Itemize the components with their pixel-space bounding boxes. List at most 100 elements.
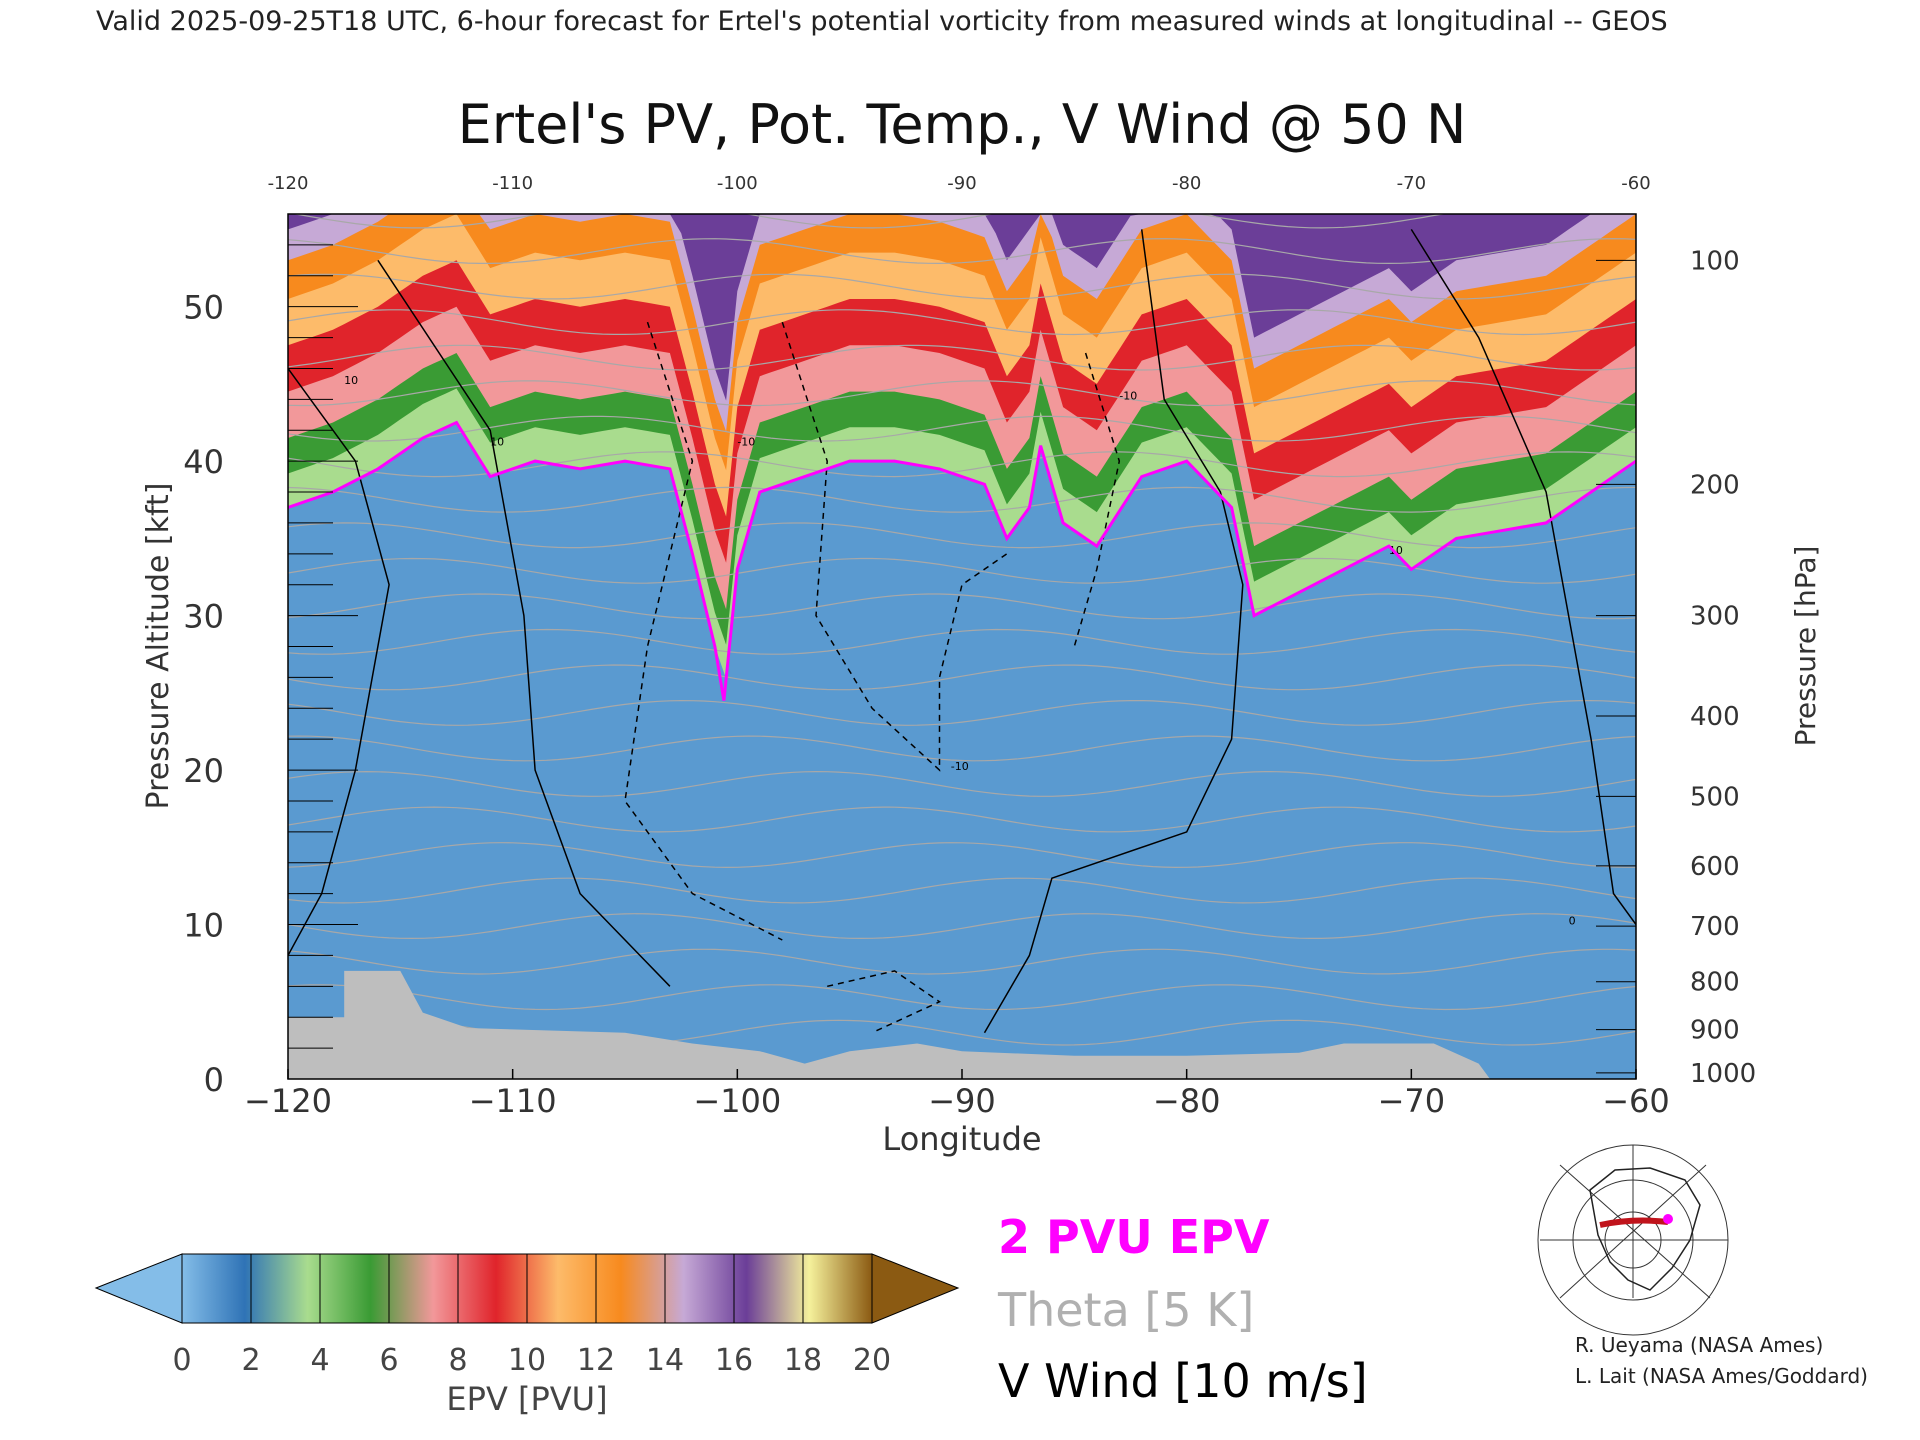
theta-contour	[288, 309, 1636, 336]
vwind-contour-label: 10	[344, 374, 358, 387]
plot-area: 10 10 -10 -10 -10 10 0	[288, 214, 1636, 1079]
colorbar-tick-label: 20	[853, 1343, 891, 1378]
vwind-contour-positive	[288, 368, 390, 956]
vwind-contour-label: -10	[737, 436, 755, 449]
vwind-contour-negative	[1073, 352, 1121, 647]
y-tick-label: 10	[183, 907, 224, 945]
x-axis-top: -120 -110 -100 -90 -80 -70 -60	[268, 173, 1651, 194]
y-tick-label: 30	[183, 598, 224, 636]
chart-title: Ertel's PV, Pot. Temp., V Wind @ 50 N	[458, 93, 1467, 156]
theta-contour	[288, 664, 1636, 691]
vwind-contour-label: 10	[1389, 544, 1403, 557]
x-top-tick-label: -120	[268, 173, 309, 194]
theta-contour	[288, 699, 1636, 726]
pressure-tick-label: 500	[1690, 782, 1740, 812]
theta-contour	[292, 214, 1447, 229]
stratosphere-bands	[288, 214, 1636, 679]
theta-contour	[288, 486, 1636, 513]
theta-contours	[288, 214, 1636, 1046]
x-top-tick-label: -70	[1397, 173, 1426, 194]
vwind-contour-negative	[624, 321, 783, 941]
colorbar-tick-label: 16	[715, 1343, 753, 1378]
theta-contour	[288, 735, 1636, 762]
theta-contour	[288, 380, 1636, 407]
colorbar-tick-label: 0	[172, 1343, 191, 1378]
x-tick-label: −100	[693, 1082, 781, 1120]
vwind-contour-positive	[983, 229, 1244, 1034]
x-tick-label: −110	[469, 1082, 557, 1120]
x-tick-label: −70	[1378, 1082, 1446, 1120]
valid-time-header: Valid 2025-09-25T18 UTC, 6-hour forecast…	[96, 6, 1668, 37]
legend-vwind: V Wind [10 m/s]	[998, 1354, 1368, 1408]
pressure-tick-label: 900	[1690, 1016, 1740, 1046]
colorbar-tick-label: 12	[577, 1343, 615, 1378]
locator-map	[1535, 1144, 1731, 1336]
vwind-contour-label: -10	[951, 760, 969, 773]
theta-contour	[288, 913, 1636, 940]
theta-contour	[288, 415, 1636, 442]
tropopause-2pvu-line	[288, 420, 1636, 701]
x-tick-label: −60	[1602, 1082, 1670, 1120]
colorbar-tick-label: 10	[508, 1343, 546, 1378]
colorbar-tick-label: 4	[310, 1343, 329, 1378]
theta-contour	[288, 593, 1636, 620]
x-axis-bottom: −120 −110 −100 −90 −80 −70 −60	[244, 1069, 1670, 1120]
vwind-contour-positive	[1410, 229, 1636, 925]
y-tick-label: 40	[183, 443, 224, 481]
theta-contour	[288, 238, 1636, 265]
colorbar-over-arrow	[871, 1253, 960, 1324]
pressure-tick-label: 800	[1690, 968, 1740, 998]
theta-contour	[288, 948, 1636, 975]
x-tick-label: −90	[928, 1082, 996, 1120]
x-tick-label: −120	[244, 1082, 332, 1120]
vwind-contour-positive	[377, 259, 671, 987]
colorbar-ticks: 0 2 4 6 8 10 12 14 16 18 20	[172, 1254, 891, 1378]
colorbar-tick-label: 18	[784, 1343, 822, 1378]
colorbar-tick-label: 14	[646, 1343, 684, 1378]
y-tick-label: 0	[204, 1061, 224, 1099]
y2-axis-label: Pressure [hPa]	[1789, 546, 1822, 747]
theta-contour	[288, 984, 1636, 1011]
y-axis-right: 100 200 300 400 500 600 700 800 900 1000	[1596, 246, 1756, 1089]
pressure-tick-label: 1000	[1690, 1059, 1756, 1089]
colorbar-tick-label: 6	[379, 1343, 398, 1378]
theta-contour	[288, 344, 1636, 371]
y-tick-label: 20	[183, 752, 224, 790]
pressure-tick-label: 300	[1690, 602, 1740, 632]
pressure-tick-label: 600	[1690, 852, 1740, 882]
vwind-contour-negative	[827, 970, 942, 1034]
colorbar: 0 2 4 6 8 10 12 14 16 18 20	[94, 1253, 960, 1378]
theta-contour	[288, 770, 1636, 797]
theta-contour	[288, 522, 1636, 549]
y-axis-label: Pressure Altitude [kft]	[141, 483, 176, 810]
pressure-tick-label: 700	[1690, 912, 1740, 942]
pv-band-10	[288, 214, 1636, 401]
pressure-tick-label: 400	[1690, 702, 1740, 732]
credit-line-2: L. Lait (NASA Ames/Goddard)	[1575, 1364, 1868, 1388]
y-axis-left: 0 10 20 30 40 50	[183, 213, 358, 1099]
pressure-tick-label: 200	[1690, 470, 1740, 500]
x-top-tick-label: -110	[492, 173, 533, 194]
legend-2pvu: 2 PVU EPV	[998, 1210, 1270, 1264]
legend-theta: Theta [5 K]	[997, 1283, 1254, 1337]
colorbar-tick-label: 2	[241, 1343, 260, 1378]
vwind-contour-label: 0	[1569, 915, 1576, 928]
vwind-contour-label: 10	[490, 436, 504, 449]
colorbar-tick-label: 8	[448, 1343, 467, 1378]
theta-contour	[288, 273, 1636, 300]
surface-terrain	[288, 970, 1636, 1079]
theta-contour	[288, 628, 1636, 655]
theta-contour	[288, 877, 1636, 904]
x-top-tick-label: -100	[717, 173, 758, 194]
colorbar-under-arrow	[94, 1253, 183, 1324]
vwind-contours: 10 10 -10 -10 -10 10 0	[288, 229, 1636, 1034]
y-tick-label: 50	[183, 289, 224, 327]
vwind-contour-label: -10	[1119, 389, 1137, 402]
x-top-tick-label: -90	[947, 173, 976, 194]
x-tick-label: −80	[1153, 1082, 1221, 1120]
theta-contour	[288, 842, 1636, 869]
x-axis-label: Longitude	[882, 1120, 1041, 1158]
colorbar-label: EPV [PVU]	[446, 1380, 607, 1418]
vwind-contour-negative	[781, 321, 1008, 772]
